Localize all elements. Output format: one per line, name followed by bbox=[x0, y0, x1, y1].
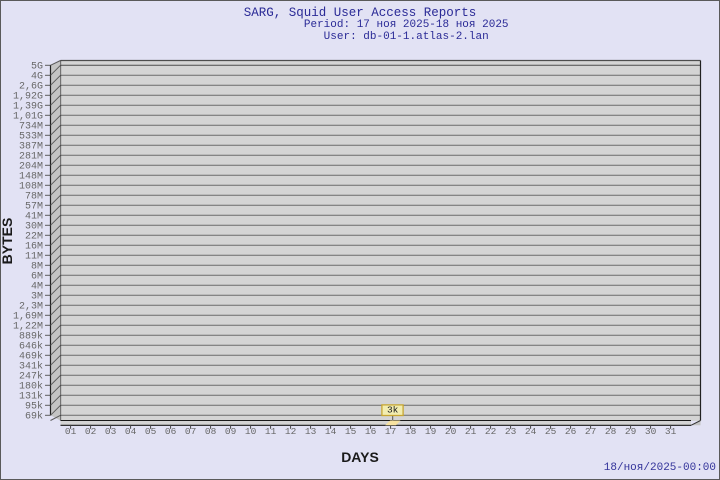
svg-text:3k: 3k bbox=[387, 405, 399, 416]
